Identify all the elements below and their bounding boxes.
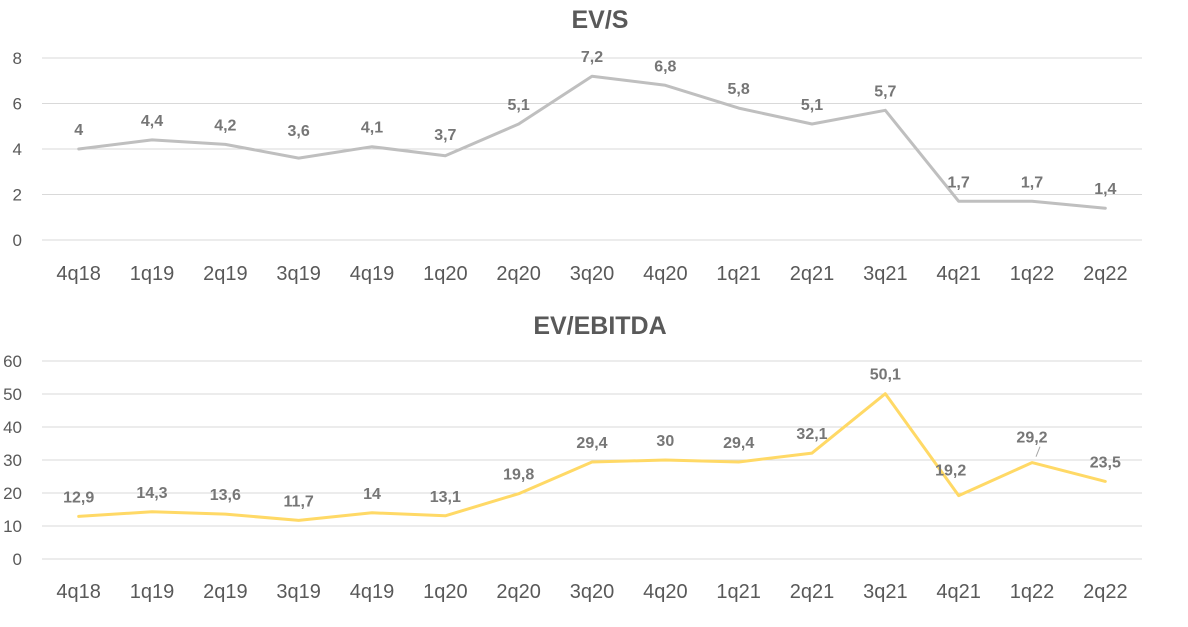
ev-s-data-label: 5,7 (874, 83, 896, 100)
ev-s-x-tick-label: 4q21 (936, 263, 981, 285)
ev-ebitda-x-tick-label: 2q19 (203, 581, 248, 603)
ev-ebitda-data-label: 13,1 (430, 489, 461, 506)
ev-s-x-tick-label: 2q21 (790, 263, 835, 285)
ev-s-y-tick-label: 2 (13, 186, 22, 205)
ev-ebitda-x-tick-label: 2q20 (496, 581, 541, 603)
ev-s-data-label: 4 (74, 122, 83, 139)
ev-s-data-label: 7,2 (581, 49, 603, 66)
ev-s-x-tick-label: 1q20 (423, 263, 468, 285)
ev-ebitda-data-label: 11,7 (284, 493, 314, 510)
ev-ebitda-x-tick-label: 2q21 (790, 581, 835, 603)
ev-ebitda-y-tick-label: 40 (3, 418, 22, 437)
ev-s-x-tick-label: 2q20 (496, 263, 541, 285)
ev-ebitda-y-tick-label: 0 (13, 550, 22, 569)
ev-s-x-tick-label: 2q22 (1083, 263, 1128, 285)
ev-s-y-tick-label: 0 (13, 231, 22, 250)
ev-s-x-tick-label: 4q19 (350, 263, 395, 285)
ev-s-data-label: 1,4 (1094, 181, 1116, 198)
ev-ebitda-x-tick-label: 1q21 (716, 581, 761, 603)
ev-ebitda-x-tick-label: 2q22 (1083, 581, 1128, 603)
ev-ebitda-y-tick-label: 50 (3, 385, 22, 404)
ev-ebitda-data-label: 29,2 (1016, 430, 1047, 447)
ev-ebitda-title: EV/EBITDA (533, 312, 666, 340)
ev-ebitda-data-label: 29,4 (576, 435, 607, 452)
ev-s-y-tick-label: 4 (13, 140, 22, 159)
ev-s-x-tick-label: 3q21 (863, 263, 908, 285)
ev-ebitda-data-label: 23,5 (1090, 454, 1121, 471)
ev-s-data-label: 1,7 (948, 174, 970, 191)
ev-s-data-label: 3,7 (434, 127, 456, 144)
ev-ebitda-x-tick-label: 4q19 (350, 581, 395, 603)
ev-ebitda-data-label: 29,4 (723, 435, 754, 452)
ev-ebitda-x-tick-label: 4q18 (56, 581, 101, 603)
ev-ebitda-y-tick-label: 30 (3, 451, 22, 470)
ev-ebitda-x-tick-label: 1q20 (423, 581, 468, 603)
ev-ebitda-data-label: 50,1 (870, 367, 901, 384)
ev-ebitda-data-label: 13,6 (210, 487, 241, 504)
ev-s-data-label: 4,1 (361, 120, 383, 137)
ev-ebitda-data-label: 30 (656, 433, 674, 450)
ev-s-x-tick-label: 1q22 (1010, 263, 1055, 285)
ev-ebitda-x-tick-label: 3q21 (863, 581, 908, 603)
ev-s-title: EV/S (572, 6, 629, 34)
ev-s-y-tick-label: 8 (13, 49, 22, 68)
ev-s-data-label: 5,1 (508, 97, 530, 114)
ev-ebitda-x-tick-label: 4q20 (643, 581, 688, 603)
ev-ebitda-data-label: 14 (363, 486, 381, 503)
ev-ebitda-x-tick-label: 3q19 (276, 581, 321, 603)
ev-s-data-label: 4,2 (214, 117, 236, 134)
ev-s-data-label: 5,1 (801, 97, 823, 114)
ev-ebitda-series-line (77, 392, 1107, 522)
ev-ebitda-label-leader-line (1035, 446, 1041, 457)
ev-s-chart: EV/S 0 2 4 6 8 4q18 1q19 2q19 3q19 4q19 1q20 2q20 3q2… (13, 6, 1142, 285)
ev-ebitda-y-tick-label: 10 (3, 517, 22, 536)
ev-ebitda-x-tick-label: 1q19 (130, 581, 175, 603)
ev-ebitda-data-label: 19,8 (503, 467, 534, 484)
ev-ebitda-data-label: 14,3 (136, 485, 167, 502)
ev-s-x-tick-label: 4q18 (56, 263, 101, 285)
ev-ebitda-data-label: 19,2 (935, 463, 966, 480)
ev-ebitda-x-tick-label: 3q20 (570, 581, 615, 603)
ev-s-x-tick-label: 1q21 (716, 263, 761, 285)
ev-s-data-label: 5,8 (728, 81, 750, 98)
ev-ebitda-data-label: 32,1 (796, 426, 827, 443)
ev-s-x-tick-label: 3q20 (570, 263, 615, 285)
ev-s-x-tick-label: 2q19 (203, 263, 248, 285)
ev-s-series-line (77, 74, 1107, 210)
ev-ebitda-y-tick-label: 20 (3, 484, 22, 503)
ev-s-data-label: 1,7 (1021, 174, 1043, 191)
ev-s-x-tick-label: 4q20 (643, 263, 688, 285)
ev-s-x-tick-label: 3q19 (276, 263, 321, 285)
ev-s-y-tick-label: 6 (13, 95, 22, 114)
ev-ebitda-data-label: 12,9 (63, 489, 94, 506)
ev-ebitda-x-tick-label: 4q21 (936, 581, 981, 603)
ev-s-data-label: 3,6 (288, 123, 310, 140)
ev-s-data-label: 6,8 (654, 58, 676, 75)
ev-s-data-label: 4,4 (141, 113, 163, 130)
ev-ebitda-chart: EV/EBITDA 0 10 20 30 40 50 60 4q18 1q19 2q19 3q19 4q… (3, 312, 1142, 603)
ev-ebitda-x-tick-label: 1q22 (1010, 581, 1055, 603)
ev-s-x-tick-label: 1q19 (130, 263, 175, 285)
ev-ebitda-y-tick-label: 60 (3, 352, 22, 371)
